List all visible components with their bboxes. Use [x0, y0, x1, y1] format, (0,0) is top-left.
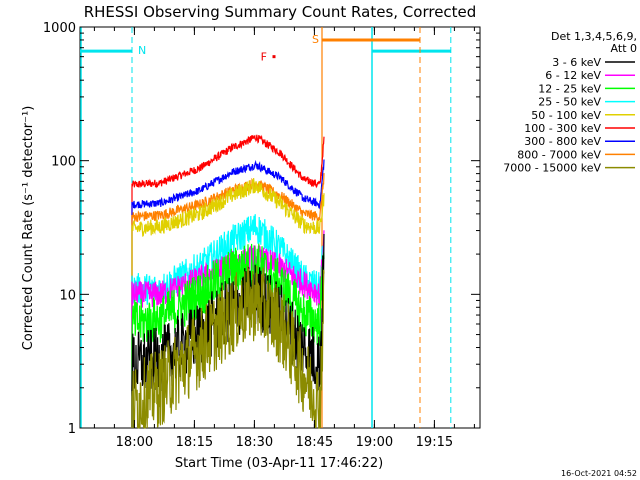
- y-axis-label: Corrected Count Rate (s⁻¹ detector⁻¹): [21, 106, 36, 351]
- series-line: [131, 265, 325, 429]
- legend-entry-label: 3 - 6 keV: [552, 56, 601, 69]
- legend-entry-label: 300 - 800 keV: [524, 135, 601, 148]
- flare-label: F: [261, 51, 267, 64]
- y-axis: 1 10 100 1000: [43, 21, 480, 437]
- flare-marker: [272, 55, 276, 59]
- chart-title: RHESSI Observing Summary Count Rates, Co…: [84, 3, 477, 21]
- x-axis-label: Start Time (03-Apr-11 17:46:22): [175, 456, 383, 471]
- legend-entry-label: 25 - 50 keV: [538, 96, 601, 109]
- x-tick-label: 18:15: [176, 435, 213, 450]
- legend-entry-label: 12 - 25 keV: [538, 82, 601, 95]
- y-tick-label: 1: [68, 422, 76, 437]
- y-tick-label: 1000: [43, 21, 76, 36]
- x-tick-label: 19:15: [416, 435, 453, 450]
- legend-entry-label: 50 - 100 keV: [531, 109, 601, 122]
- y-tick-label: 10: [59, 288, 76, 303]
- legend-header: Det 1,3,4,5,6,9,: [551, 30, 637, 43]
- night-label: N: [138, 44, 146, 57]
- legend-header: Att 0: [611, 42, 637, 55]
- x-tick-label: 18:00: [116, 435, 153, 450]
- saa-label: S: [312, 33, 319, 46]
- x-axis: 18:00 18:15 18:30 18:45 19:00 19:15: [93, 27, 475, 450]
- y-tick-label: 100: [51, 155, 76, 170]
- legend-entry-label: 7000 - 15000 keV: [503, 162, 601, 175]
- x-tick-label: 18:45: [296, 435, 333, 450]
- series-line: [131, 134, 325, 428]
- plot-frame: [79, 26, 481, 429]
- series-group: [131, 134, 325, 429]
- series-line: [131, 178, 325, 428]
- timestamp: 16-Oct-2021 04:52: [561, 469, 637, 478]
- series-line: [131, 159, 325, 428]
- x-tick-label: 18:30: [236, 435, 273, 450]
- legend-entry-label: 800 - 7000 keV: [517, 148, 601, 161]
- legend-entry-label: 6 - 12 keV: [545, 69, 601, 82]
- x-tick-label: 19:00: [356, 435, 393, 450]
- legend-entry-label: 100 - 300 keV: [524, 122, 601, 135]
